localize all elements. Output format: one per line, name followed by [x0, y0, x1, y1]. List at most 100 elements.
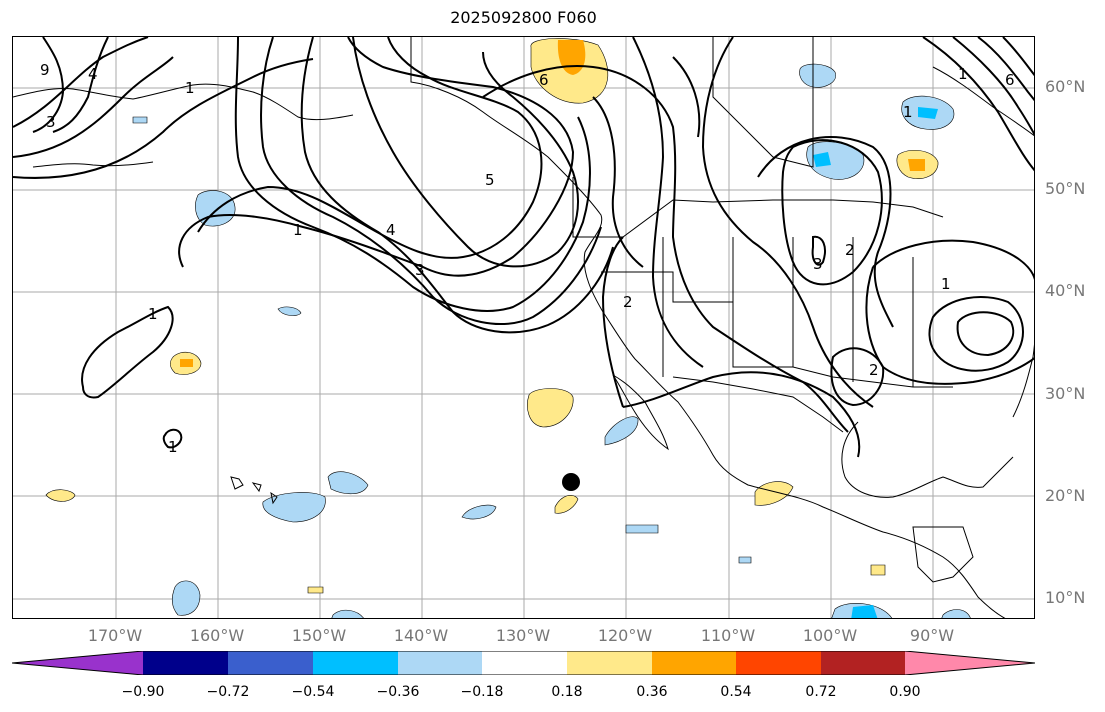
lat-label-40n: 40°N	[1045, 281, 1086, 300]
pacific-coastline	[410, 37, 1006, 618]
contour-6-main	[352, 37, 579, 268]
central-america	[912, 526, 974, 583]
contour-label-1-bering: 1	[185, 79, 195, 97]
contour-label-1-pacific: 1	[148, 305, 158, 323]
lat-label-20n: 20°N	[1045, 486, 1086, 505]
location-marker	[562, 473, 580, 491]
contours	[13, 37, 1034, 458]
colorbar-tick-10: 0.90	[889, 684, 921, 700]
canada-provinces	[712, 37, 814, 168]
contour-label-2-texas: 2	[869, 361, 879, 379]
negative-patch-hawaii-1	[327, 471, 369, 495]
contour-ne-group	[922, 37, 1034, 172]
contour-label-5: 5	[485, 171, 495, 189]
colorbar-tick-3: −0.54	[291, 684, 335, 700]
contour-label-1-east: 1	[941, 275, 951, 293]
aleutians	[13, 83, 354, 121]
lat-label-50n: 50°N	[1045, 179, 1086, 198]
colorbar-segment-4	[398, 651, 482, 675]
colorbar-tick-6: 0.18	[551, 684, 583, 700]
contour-label-9: 9	[40, 61, 50, 79]
negative-patch-baja	[604, 416, 639, 446]
colorbar-segment-7	[652, 651, 736, 675]
colorbar-tick-1: −0.90	[121, 684, 165, 700]
contour-2-main	[197, 37, 543, 259]
colorbar-tick-5: −0.18	[460, 684, 504, 700]
contour-1-pacific	[81, 305, 174, 399]
colorbar-segment-2	[228, 651, 313, 675]
lon-label-130w: 130°W	[495, 626, 551, 645]
colorbar-segment-5	[482, 651, 567, 675]
contour-label-4: 4	[88, 65, 98, 83]
colorbar	[12, 651, 1035, 675]
contour-label-4-trough: 4	[386, 221, 396, 239]
contour-label-1-west: 1	[293, 221, 303, 239]
contour-nw-5	[52, 37, 109, 133]
shaded-fields	[45, 38, 971, 618]
contour-nw-2	[13, 56, 174, 158]
contour-label-6-ne: 6	[1005, 71, 1015, 89]
contour-5-main	[300, 37, 614, 334]
negative-core-eastpac	[851, 605, 878, 618]
colorbar-segment-9	[821, 651, 905, 675]
contour-1-main	[178, 37, 575, 277]
canada-border	[572, 177, 944, 238]
lon-label-160w: 160°W	[189, 626, 245, 645]
contour-east-3	[592, 96, 644, 268]
negative-patch-hudson	[799, 63, 836, 88]
hawaii-islands	[230, 476, 278, 505]
lat-label-10n: 10°N	[1045, 588, 1086, 607]
colorbar-segment-extend-high	[905, 651, 1035, 675]
contour-2-plains	[781, 139, 883, 286]
negative-patch-hawaii-2	[262, 492, 326, 523]
baja-peninsula	[612, 374, 669, 451]
colorbar-tick-2: −0.72	[206, 684, 250, 700]
contour-1-plains	[757, 136, 894, 328]
arctic-coast	[32, 161, 154, 168]
lon-label-170w: 170°W	[87, 626, 143, 645]
contour-2-south	[601, 236, 861, 458]
contour-label-3: 3	[46, 113, 56, 131]
negative-patch-pacific-6	[625, 524, 659, 534]
contour-4-main	[260, 37, 602, 325]
lon-label-110w: 110°W	[700, 626, 756, 645]
map-canvas: 9 4 3 1 1 4 3 5 6 1 1 2 3 2 2 1 1 6 1	[13, 37, 1034, 618]
positive-patch-pacific-5	[554, 494, 579, 514]
contour-label-2-plains: 2	[845, 241, 855, 259]
contour-nw-3	[13, 58, 314, 179]
contour-east-4	[701, 37, 874, 408]
contour-label-2-west: 2	[623, 293, 633, 311]
contour-east-2	[632, 37, 704, 368]
contour-label-1-ne: 1	[958, 65, 968, 83]
hudson-coast	[932, 66, 1034, 137]
atlantic-coastline	[1012, 344, 1034, 418]
colorbar-segment-3	[313, 651, 398, 675]
negative-patch-pacific-4	[461, 504, 497, 520]
negative-patch-manitoba	[806, 141, 865, 180]
colorbar-tick-7: 0.36	[636, 684, 668, 700]
contour-3-main	[234, 37, 591, 312]
positive-core-ontario	[908, 159, 925, 171]
contour-nw-4	[32, 37, 65, 133]
contour-label-1-quebec: 1	[903, 103, 913, 121]
negative-core-quebec	[918, 107, 938, 119]
lon-label-150w: 150°W	[291, 626, 347, 645]
negative-patch-caribbean	[941, 609, 971, 618]
contour-east-5	[672, 56, 701, 138]
contour-2-texas	[830, 347, 885, 407]
contour-1-small	[162, 428, 183, 449]
contour-nw-1	[13, 37, 149, 128]
positive-patch-pacific-3	[45, 489, 76, 502]
us-states-1	[601, 271, 953, 388]
colorbar-tick-8: 0.54	[720, 684, 752, 700]
colorbar-segment-8	[736, 651, 821, 675]
map-title: 2025092800 F060	[450, 8, 597, 27]
lat-label-30n: 30°N	[1045, 384, 1086, 403]
positive-patch-pacific-2	[527, 388, 574, 428]
colorbar-segment-extend-low	[12, 651, 143, 675]
negative-patch-small-2	[277, 306, 302, 316]
negative-patch-pacific-9	[331, 609, 364, 618]
contour-label-6-alaska: 6	[539, 71, 549, 89]
negative-patch-small-1	[132, 116, 148, 124]
lon-label-100w: 100°W	[802, 626, 858, 645]
